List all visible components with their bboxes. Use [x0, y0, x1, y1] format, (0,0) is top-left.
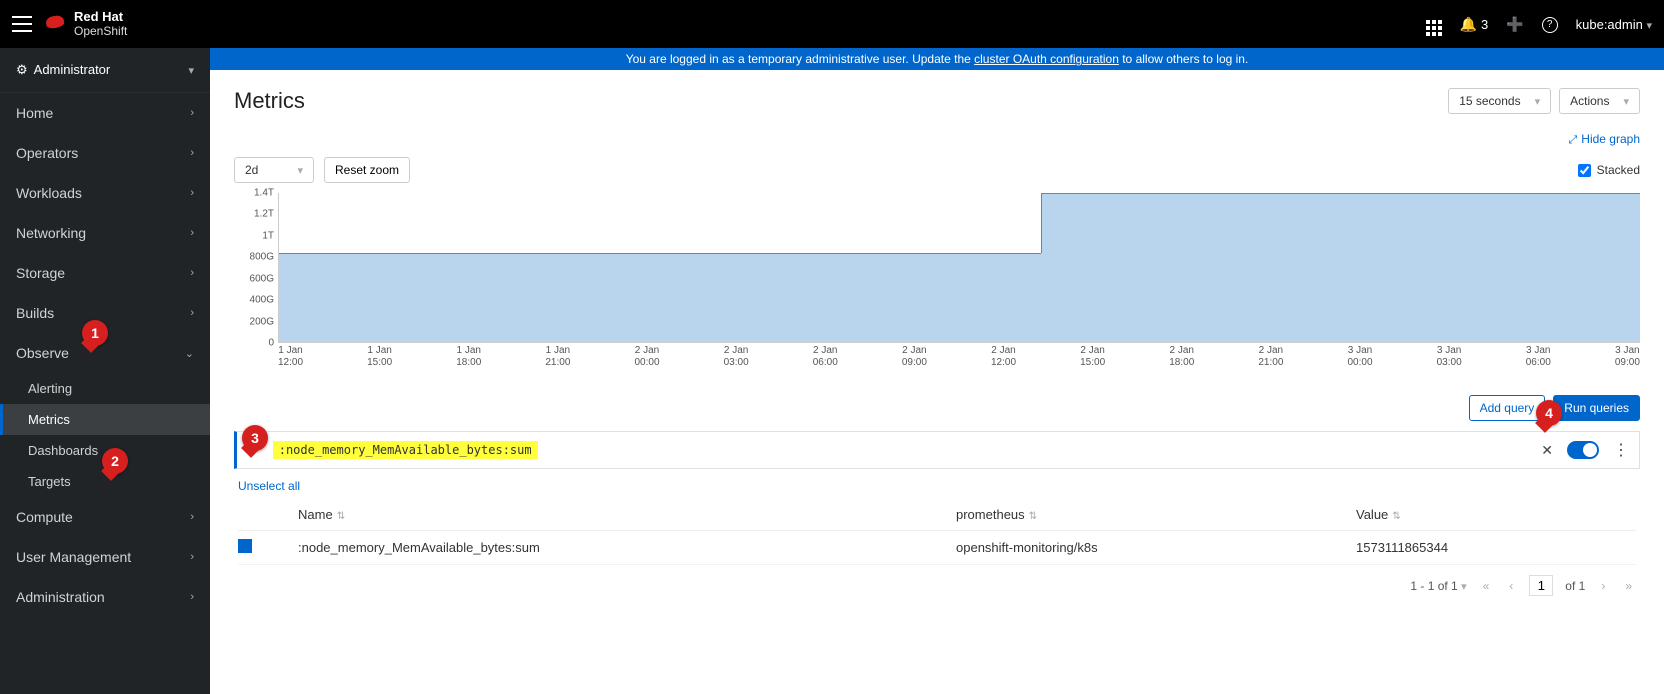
sort-icon[interactable]: ⇅	[1392, 511, 1400, 522]
add-query-button[interactable]: Add query	[1469, 395, 1546, 421]
metrics-chart[interactable]: 1.4T1.2T1T800G600G400G200G0 1 Jan12:001 …	[234, 193, 1640, 383]
pager-last-icon[interactable]: »	[1621, 579, 1636, 593]
area-step	[1041, 193, 1042, 253]
chevron-right-icon: ›	[190, 307, 194, 319]
query-expression[interactable]: :node_memory_MemAvailable_bytes:sum	[273, 441, 538, 459]
series-swatch[interactable]	[238, 539, 252, 553]
unselect-all-link[interactable]: Unselect all	[210, 469, 1664, 499]
caret-down-icon[interactable]: ▾	[1461, 581, 1467, 593]
bell-icon: 🔔	[1460, 16, 1477, 33]
row-prometheus: openshift-monitoring/k8s	[956, 540, 1356, 555]
gear-icon: ⚙	[16, 62, 28, 77]
sidebar-item-storage[interactable]: Storage›	[0, 253, 210, 293]
table-header: Name⇅ prometheus⇅ Value⇅	[238, 499, 1636, 531]
brand: Red Hat OpenShift	[46, 10, 127, 37]
run-queries-button[interactable]: Run queries	[1553, 395, 1640, 421]
pager-page-input[interactable]	[1529, 575, 1553, 596]
sort-icon[interactable]: ⇅	[1029, 511, 1037, 522]
import-icon[interactable]: ➕	[1506, 16, 1523, 33]
clear-query-icon[interactable]: ✕	[1541, 442, 1553, 459]
sidebar-item-administration[interactable]: Administration›	[0, 577, 210, 617]
reset-zoom-button[interactable]: Reset zoom	[324, 157, 410, 183]
apps-grid-icon[interactable]	[1426, 12, 1442, 36]
y-axis: 1.4T1.2T1T800G600G400G200G0	[234, 193, 278, 343]
caret-down-icon: ▾	[1646, 20, 1652, 32]
sort-icon[interactable]: ⇅	[337, 511, 345, 522]
caret-down-icon: ▾	[1623, 95, 1629, 108]
table-row[interactable]: :node_memory_MemAvailable_bytes:sumopens…	[238, 531, 1636, 565]
sidebar-item-user-management[interactable]: User Management›	[0, 537, 210, 577]
chevron-right-icon: ›	[190, 511, 194, 523]
perspective-switcher[interactable]: ⚙Administrator ▾	[0, 48, 210, 93]
time-range-select[interactable]: 2d▾	[234, 157, 314, 183]
area-series-2	[1041, 193, 1640, 342]
brand-line1: Red Hat	[74, 10, 127, 24]
actions-menu[interactable]: Actions▾	[1559, 88, 1640, 114]
main: You are logged in as a temporary adminis…	[210, 48, 1664, 694]
caret-down-icon: ▾	[297, 164, 303, 177]
compress-icon: ⤢	[1568, 134, 1577, 146]
sidebar-subitem-metrics[interactable]: Metrics	[0, 404, 210, 435]
chevron-down-icon: ⌄	[185, 347, 194, 360]
callout-3: 3	[242, 425, 268, 451]
user-menu[interactable]: kube:admin ▾	[1576, 17, 1652, 32]
callout-1: 1	[82, 320, 108, 346]
chevron-right-icon: ›	[190, 591, 194, 603]
topbar: Red Hat OpenShift 🔔3 ➕ ? kube:admin ▾	[0, 0, 1664, 48]
sidebar: ⚙Administrator ▾ Home›Operators›Workload…	[0, 48, 210, 694]
chevron-right-icon: ›	[190, 187, 194, 199]
area-series-1	[279, 253, 1041, 342]
brand-line2: OpenShift	[74, 25, 127, 38]
caret-down-icon: ▾	[188, 64, 194, 77]
sidebar-item-workloads[interactable]: Workloads›	[0, 173, 210, 213]
redhat-icon	[46, 16, 66, 32]
sidebar-subitem-alerting[interactable]: Alerting	[0, 373, 210, 404]
caret-down-icon: ▾	[1535, 95, 1541, 108]
kebab-icon[interactable]: ⋮	[1613, 440, 1629, 460]
sidebar-item-networking[interactable]: Networking›	[0, 213, 210, 253]
row-name: :node_memory_MemAvailable_bytes:sum	[298, 540, 956, 555]
sidebar-item-operators[interactable]: Operators›	[0, 133, 210, 173]
hamburger-icon[interactable]	[12, 16, 32, 32]
row-value: 1573111865344	[1356, 540, 1636, 555]
page-title: Metrics	[234, 88, 305, 114]
chevron-right-icon: ›	[190, 267, 194, 279]
bell-count: 3	[1481, 17, 1488, 32]
stacked-checkbox[interactable]	[1578, 164, 1591, 177]
pager: 1 - 1 of 1 ▾ « ‹ of 1 › »	[210, 565, 1664, 606]
chevron-right-icon: ›	[190, 107, 194, 119]
pager-prev-icon[interactable]: ‹	[1505, 579, 1517, 593]
query-enabled-toggle[interactable]	[1567, 441, 1599, 459]
sidebar-item-home[interactable]: Home›	[0, 93, 210, 133]
plot-area	[278, 193, 1640, 343]
notifications-button[interactable]: 🔔3	[1460, 16, 1489, 33]
hide-graph-link[interactable]: ⤢Hide graph	[1568, 132, 1640, 147]
results-table: Name⇅ prometheus⇅ Value⇅ :node_memory_Me…	[210, 499, 1664, 565]
callout-2: 2	[102, 448, 128, 474]
x-axis: 1 Jan12:001 Jan15:001 Jan18:001 Jan21:00…	[278, 345, 1640, 375]
banner-link[interactable]: cluster OAuth configuration	[974, 52, 1119, 66]
chevron-right-icon: ›	[190, 147, 194, 159]
pager-first-icon[interactable]: «	[1479, 579, 1494, 593]
callout-4: 4	[1536, 400, 1562, 426]
sidebar-item-compute[interactable]: Compute›	[0, 497, 210, 537]
pager-next-icon[interactable]: ›	[1597, 579, 1609, 593]
chevron-right-icon: ›	[190, 227, 194, 239]
chevron-right-icon: ›	[190, 551, 194, 563]
info-banner: You are logged in as a temporary adminis…	[210, 48, 1664, 70]
query-row: ⌄ :node_memory_MemAvailable_bytes:sum ✕ …	[234, 431, 1640, 469]
refresh-interval-select[interactable]: 15 seconds▾	[1448, 88, 1551, 114]
stacked-toggle[interactable]: Stacked	[1578, 163, 1640, 177]
help-icon[interactable]: ?	[1542, 15, 1558, 33]
